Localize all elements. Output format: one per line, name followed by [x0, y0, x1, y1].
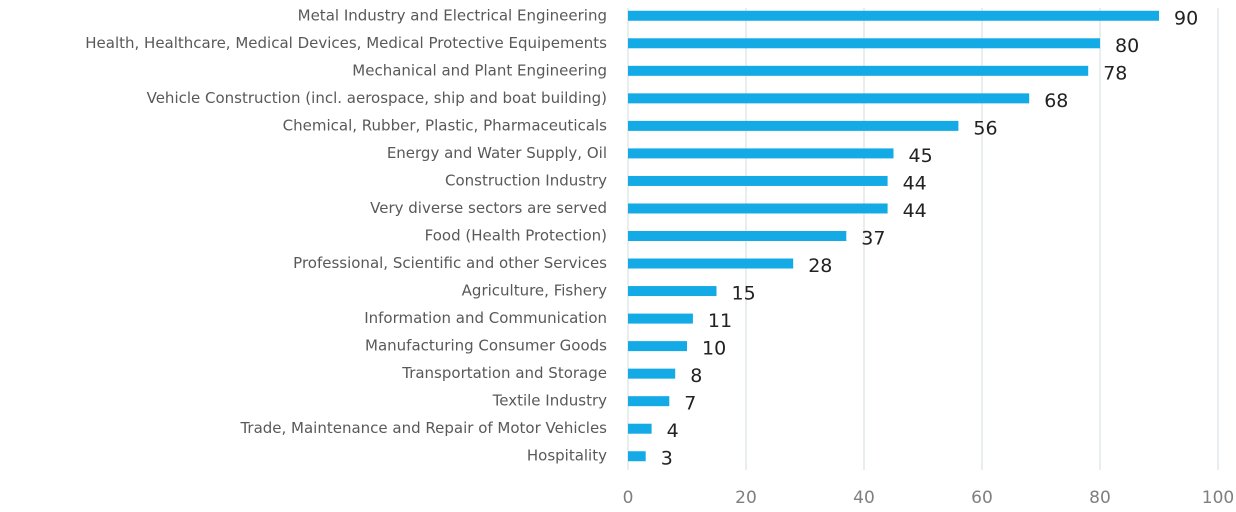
value-label: 78	[1103, 62, 1127, 84]
bar	[628, 396, 670, 407]
y-tick-label: Trade, Maintenance and Repair of Motor V…	[239, 419, 607, 437]
value-label: 90	[1174, 7, 1198, 29]
x-tick-label: 80	[1089, 488, 1111, 508]
y-tick-label: Metal Industry and Electrical Engineerin…	[298, 6, 607, 24]
value-label: 44	[903, 200, 927, 222]
y-tick-label: Manufacturing Consumer Goods	[365, 337, 607, 355]
x-tick-label: 40	[853, 488, 875, 508]
value-label: 68	[1044, 90, 1068, 112]
bar	[628, 120, 959, 131]
y-tick-label: Vehicle Construction (incl. aerospace, s…	[147, 89, 607, 107]
value-label: 11	[708, 310, 732, 332]
y-tick-label: Transportation and Storage	[401, 364, 607, 382]
bar	[628, 231, 847, 241]
value-label: 7	[684, 393, 696, 415]
bar	[628, 93, 1030, 104]
bar	[628, 175, 888, 186]
value-label: 44	[903, 172, 927, 194]
y-tick-label: Information and Communication	[364, 309, 607, 327]
bar	[628, 10, 1159, 21]
bar	[628, 313, 693, 324]
value-label: 4	[667, 420, 679, 442]
value-label: 15	[732, 283, 756, 305]
y-tick-label: Hospitality	[527, 447, 607, 465]
x-tick-label: 100	[1202, 488, 1234, 508]
value-label: 56	[973, 117, 997, 139]
bar	[628, 258, 794, 269]
y-tick-label: Mechanical and Plant Engineering	[352, 61, 607, 79]
bar	[628, 286, 717, 297]
value-label: 28	[808, 255, 832, 277]
y-tick-label: Very diverse sectors are served	[370, 199, 607, 217]
x-tick-label: 0	[623, 488, 634, 508]
bar	[628, 148, 894, 159]
bar	[628, 451, 646, 462]
value-label: 80	[1115, 35, 1139, 57]
y-tick-label: Energy and Water Supply, Oil	[387, 144, 607, 162]
bar	[628, 368, 676, 379]
bar	[628, 38, 1100, 49]
x-tick-label: 60	[971, 488, 993, 508]
y-tick-label: Agriculture, Fishery	[462, 282, 607, 300]
y-tick-label: Textile Industry	[492, 392, 607, 410]
y-tick-label: Food (Health Protection)	[425, 227, 607, 245]
value-label: 37	[861, 228, 885, 250]
y-tick-label: Professional, Scientific and other Servi…	[293, 254, 607, 272]
bar	[628, 423, 652, 434]
value-label: 3	[661, 448, 673, 470]
value-label: 10	[702, 338, 726, 360]
x-tick-label: 20	[735, 488, 757, 508]
y-tick-label: Construction Industry	[445, 171, 607, 189]
bar	[628, 341, 687, 352]
bar	[628, 65, 1089, 76]
value-label: 8	[690, 365, 702, 387]
y-tick-label: Health, Healthcare, Medical Devices, Med…	[85, 34, 607, 52]
y-tick-label: Chemical, Rubber, Plastic, Pharmaceutica…	[283, 116, 608, 134]
bar	[628, 203, 888, 214]
value-label: 45	[909, 145, 933, 167]
